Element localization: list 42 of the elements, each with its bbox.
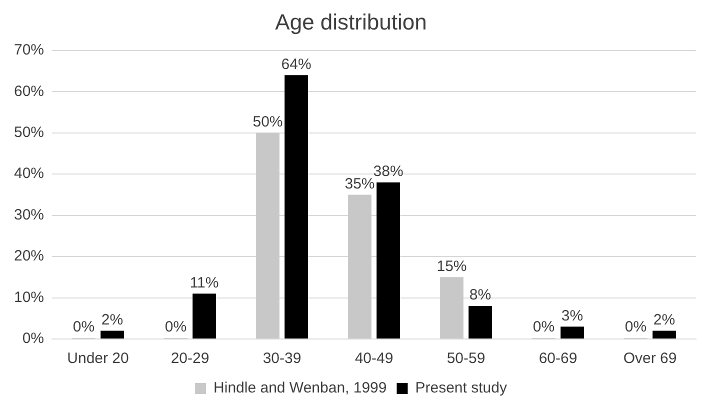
data-label: 50% <box>252 114 283 130</box>
bar <box>376 182 400 338</box>
y-tick-label: 30% <box>14 206 44 224</box>
bar <box>192 294 216 338</box>
data-label: 2% <box>653 311 676 328</box>
y-tick-label: 0% <box>22 330 44 348</box>
legend-label: Hindle and Wenban, 1999 <box>214 380 387 397</box>
data-label: 3% <box>561 307 584 324</box>
x-tick-label: 40-49 <box>354 350 394 368</box>
bar <box>348 194 372 338</box>
x-tick-label: 50-59 <box>446 350 486 368</box>
data-label: 0% <box>532 318 555 336</box>
data-label: 2% <box>101 311 124 328</box>
bar <box>468 306 492 338</box>
x-tick-label: Under 20 <box>67 350 129 368</box>
data-label: 0% <box>624 318 647 336</box>
x-tick-label: 30-39 <box>262 350 302 368</box>
bar <box>560 326 584 338</box>
data-label: 0% <box>164 318 187 336</box>
data-label: 11% <box>190 274 219 292</box>
bar <box>100 330 124 338</box>
y-tick-label: 40% <box>14 165 44 182</box>
y-tick-label: 20% <box>14 248 44 265</box>
y-tick-label: 70% <box>14 42 44 59</box>
bar <box>284 75 308 338</box>
data-label: 0% <box>72 318 95 336</box>
bar <box>652 330 676 338</box>
bar <box>256 132 280 338</box>
x-tick-label: 20-29 <box>170 350 210 368</box>
data-label: 38% <box>373 162 404 180</box>
x-tick-label: Over 69 <box>623 350 677 368</box>
y-tick-label: 10% <box>14 288 44 306</box>
data-label: 8% <box>469 286 492 304</box>
chart-title: Age distribution <box>275 9 427 34</box>
data-label: 35% <box>344 175 375 192</box>
bar <box>440 277 464 338</box>
legend-label: Present study <box>415 380 508 397</box>
data-label: 64% <box>281 56 312 73</box>
y-tick-label: 60% <box>14 82 44 100</box>
x-tick-label: 60-69 <box>538 350 578 368</box>
y-tick-label: 50% <box>14 124 44 141</box>
data-label: 15% <box>436 258 467 275</box>
